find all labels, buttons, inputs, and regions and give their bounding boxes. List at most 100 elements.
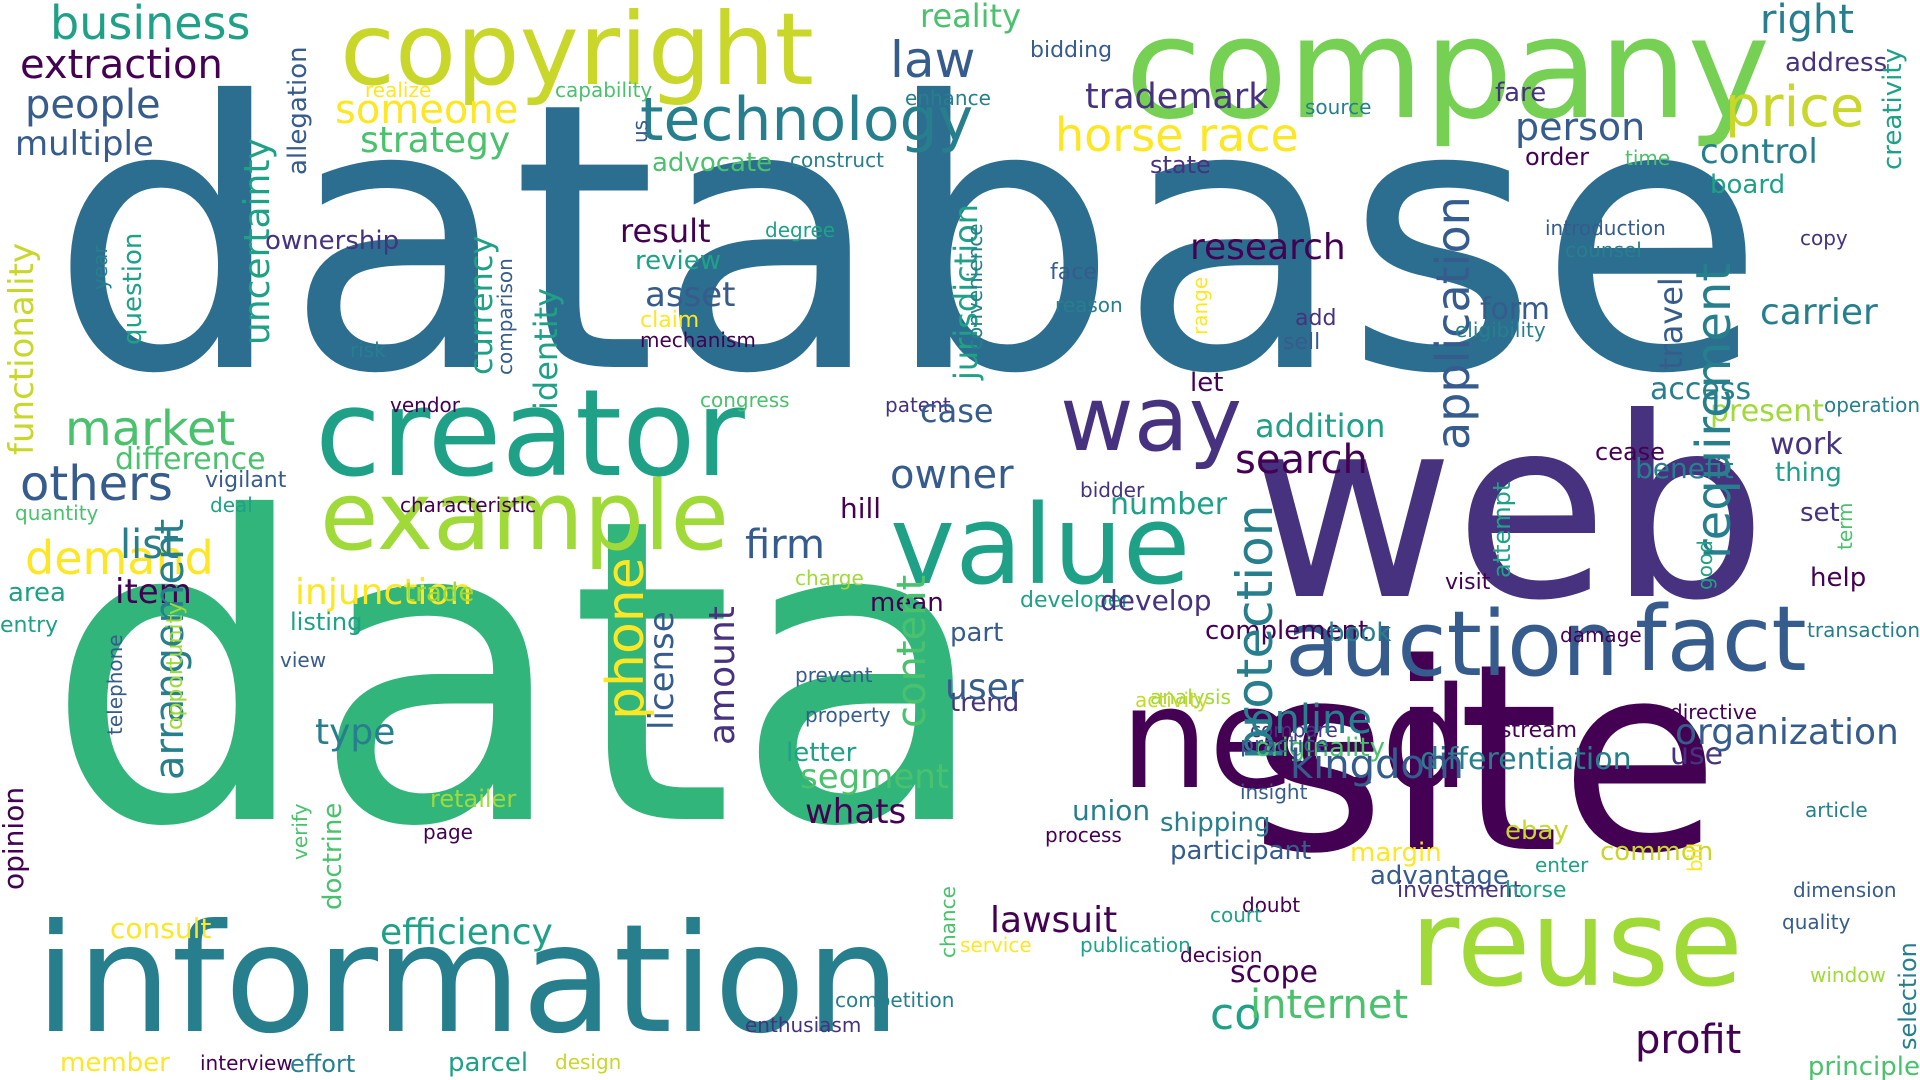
word-segment: segment	[800, 757, 950, 797]
word-time: time	[1625, 146, 1671, 170]
word-injunction: injunction	[295, 572, 473, 613]
word-law: law	[890, 31, 976, 89]
word-present: present	[1710, 394, 1825, 429]
word-bidder: bidder	[1080, 478, 1145, 502]
word-year: year	[88, 245, 112, 290]
word-parcel: parcel	[448, 1048, 529, 1078]
word-quality: quality	[1782, 910, 1851, 934]
word-value: value	[890, 481, 1191, 609]
word-access: access	[1650, 372, 1752, 407]
word-add: add	[1295, 306, 1337, 331]
word-thing: thing	[1775, 458, 1842, 488]
word-uncertainty: uncertainty	[237, 138, 278, 345]
word-business: business	[50, 0, 251, 50]
word-selection: selection	[1894, 942, 1920, 1050]
word-practice: practice	[1240, 733, 1329, 758]
word-activity: activity	[1135, 688, 1209, 712]
word-state: state	[1150, 151, 1211, 179]
word-case: case	[920, 392, 994, 430]
word-member: member	[60, 1048, 170, 1078]
word-patent: patent	[885, 393, 951, 417]
word-capability: capability	[555, 78, 653, 102]
word-develop: develop	[1100, 584, 1212, 617]
word-whats: whats	[805, 792, 907, 832]
word-addition: addition	[1255, 407, 1386, 445]
word-book: book	[1328, 618, 1392, 648]
word-question: question	[118, 232, 148, 345]
word-item: item	[115, 572, 192, 612]
word-right: right	[1760, 0, 1854, 43]
word-content: content	[889, 574, 935, 728]
word-eligibility: eligibility	[1455, 318, 1546, 342]
word-travel: travel	[1652, 277, 1690, 370]
word-difference: difference	[115, 442, 266, 477]
word-creator: creator	[315, 365, 745, 504]
word-allegation: allegation	[283, 46, 313, 175]
word-characteristic: characteristic	[400, 493, 537, 517]
word-enthusiasm: enthusiasm	[745, 1013, 862, 1037]
word-demand: demand	[25, 531, 214, 585]
word-attempt: attempt	[1488, 481, 1516, 578]
word-analysis: analysis	[1150, 685, 1231, 709]
word-user: user	[945, 667, 1024, 708]
word-process: process	[1045, 823, 1122, 847]
word-example: example	[320, 462, 729, 572]
word-mean: mean	[870, 588, 944, 618]
word-functionality: functionality	[2, 242, 42, 455]
word-ownership: ownership	[265, 226, 400, 256]
word-creativity: creativity	[1878, 48, 1908, 170]
word-compare: compare	[1250, 718, 1338, 742]
word-source: source	[1305, 95, 1372, 119]
word-directive: directive	[1670, 700, 1757, 724]
word-price: price	[1725, 75, 1865, 140]
word-quantity: quantity	[15, 501, 99, 525]
word-bill: bill	[1683, 842, 1707, 872]
word-requirement: requirement	[1686, 262, 1742, 559]
word-telephone: telephone	[103, 634, 127, 735]
word-risk: risk	[350, 338, 386, 362]
word-differentiation: differentiation	[1420, 742, 1632, 777]
word-license: license	[642, 611, 682, 730]
word-trend: trend	[950, 688, 1020, 718]
word-list: list	[120, 522, 179, 568]
word-vendor: vendor	[390, 393, 460, 417]
word-opportunity: opportunity	[163, 601, 188, 730]
word-part: part	[950, 618, 1004, 648]
word-complement: complement	[1205, 616, 1369, 646]
word-union: union	[1072, 794, 1151, 827]
word-realize: realize	[365, 78, 432, 102]
word-set: set	[1800, 498, 1840, 528]
word-interview: interview	[200, 1051, 293, 1075]
word-reality: reality	[920, 0, 1022, 35]
word-congress: congress	[700, 388, 790, 412]
word-kingdom: kingdom	[1290, 742, 1464, 788]
word-research: research	[1190, 227, 1346, 268]
word-benefit: benefit	[1635, 452, 1734, 485]
word-property: property	[805, 703, 891, 727]
word-owner: owner	[890, 452, 1014, 498]
word-fare: fare	[1495, 78, 1547, 108]
word-trade: trade	[405, 578, 475, 608]
word-technology: technology	[640, 85, 974, 155]
word-dimension: dimension	[1793, 878, 1897, 902]
word-reason: reason	[1055, 293, 1123, 317]
word-letter: letter	[786, 738, 857, 768]
word-carrier: carrier	[1760, 292, 1878, 333]
word-lawsuit: lawsuit	[990, 900, 1118, 941]
word-use: use	[1670, 737, 1724, 772]
word-ebay: ebay	[1505, 816, 1569, 846]
word-face: face	[1050, 260, 1097, 285]
word-let: let	[1190, 368, 1224, 398]
word-internet: internet	[1250, 982, 1409, 1028]
word-construct: construct	[790, 148, 884, 172]
word-investment: investment	[1397, 878, 1522, 903]
word-co: co	[1210, 989, 1262, 1040]
word-charge: charge	[795, 566, 864, 590]
word-us: us	[628, 119, 652, 143]
word-number: number	[1110, 487, 1228, 522]
word-copyright: copyright	[340, 0, 814, 108]
word-margin: margin	[1350, 838, 1442, 868]
word-principle: principle	[1807, 1052, 1920, 1080]
word-advocate: advocate	[652, 148, 773, 178]
